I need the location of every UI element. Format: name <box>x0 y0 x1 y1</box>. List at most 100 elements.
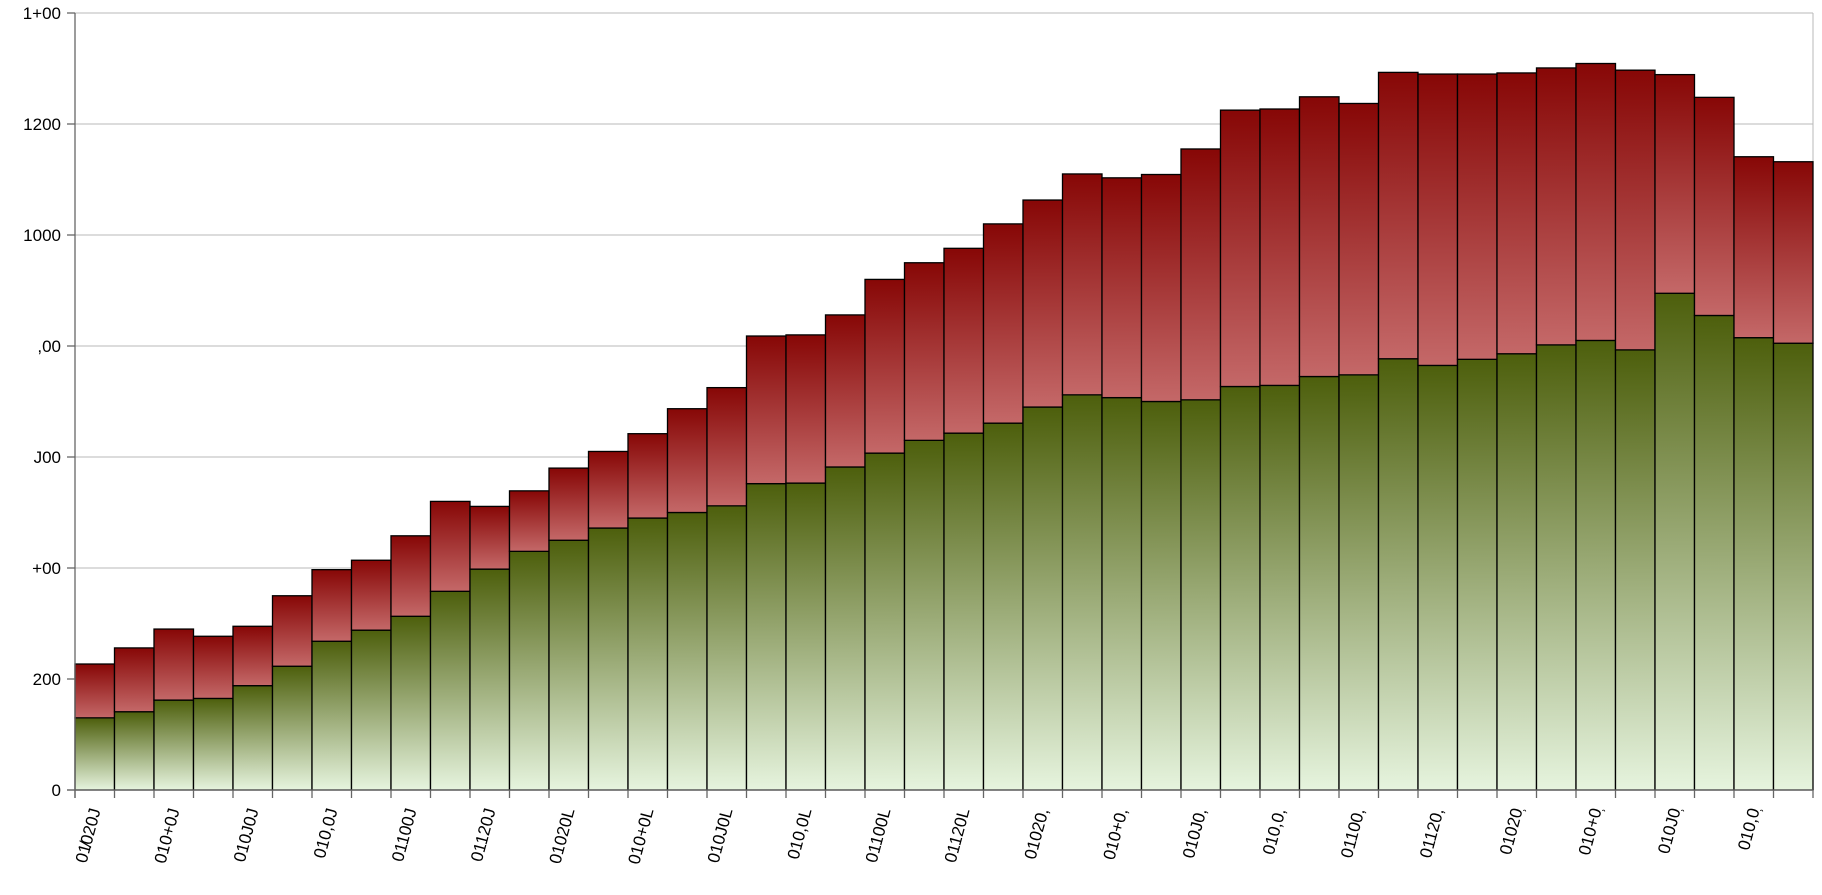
bar-segment-lower <box>1140 400 1182 791</box>
bar-segment-lower <box>1180 399 1222 791</box>
bar-segment-lower <box>74 717 116 791</box>
bar-segment-lower <box>627 517 669 791</box>
bar-segment-upper <box>1496 72 1538 355</box>
bar-segment-lower <box>1338 374 1380 791</box>
bar-segment-upper <box>469 505 511 570</box>
y-tick-label: +00 <box>32 559 61 578</box>
bar-segment-lower <box>1417 364 1459 791</box>
bar-segment-lower <box>864 452 906 791</box>
x-tick-label: 010,0J <box>310 806 342 860</box>
bar-segment-lower <box>1219 385 1261 791</box>
bar-segment-upper <box>74 663 116 719</box>
bar-segment-lower <box>350 629 392 791</box>
bar-segment-lower <box>1575 339 1617 791</box>
bar-segment-lower <box>903 439 945 791</box>
bar-segment-lower <box>1259 384 1301 791</box>
bar-segment-lower <box>271 665 313 791</box>
bar-segment-lower <box>469 568 511 791</box>
bar-segment-lower <box>587 527 629 791</box>
bar-segment-upper <box>627 433 669 519</box>
bar-segment-lower <box>429 590 471 791</box>
bars <box>74 62 1814 791</box>
bar-segment-upper <box>1456 73 1498 360</box>
bar-segment-lower <box>390 615 432 791</box>
x-tick-label: 01120, <box>1416 806 1447 860</box>
y-tick-label: J00 <box>34 448 61 467</box>
bar-segment-upper <box>1654 73 1696 294</box>
bar-segment-upper <box>1575 62 1617 342</box>
bar-segment-lower <box>1456 358 1498 791</box>
bar-segment-upper <box>271 595 313 667</box>
bar-segment-lower <box>1022 406 1064 791</box>
bar-segment-upper <box>1338 102 1380 376</box>
y-tick-label: 200 <box>33 670 61 689</box>
bar-segment-upper <box>943 247 985 434</box>
bar-segment-upper <box>153 628 195 701</box>
bar-segment-upper <box>311 569 353 642</box>
bar-segment-lower <box>1377 358 1419 791</box>
bar-segment-lower <box>706 505 748 791</box>
bar-segment-lower <box>1101 396 1143 791</box>
bar-segment-upper <box>1614 69 1656 351</box>
bar-segment-upper <box>1417 73 1459 367</box>
y-tick-label: 0 <box>52 781 61 800</box>
bar-segment-upper <box>1772 161 1814 344</box>
bar-segment-upper <box>508 490 550 553</box>
bar-segment-upper <box>429 500 471 592</box>
x-tick-label: 01120L <box>941 806 974 864</box>
bar-segment-lower <box>785 482 827 791</box>
bar-segment-upper <box>745 335 787 485</box>
bar-segment-upper <box>1733 156 1775 339</box>
y-tick-label: 1000 <box>23 226 61 245</box>
bar-segment-upper <box>1535 67 1577 346</box>
axes <box>67 12 1814 798</box>
y-tick-label: 1+00 <box>23 4 61 23</box>
bar-segment-lower <box>982 422 1024 791</box>
x-tick-label: 010J0J <box>230 806 263 864</box>
y-tick-label: ,00 <box>37 337 61 356</box>
bar-segment-lower <box>1733 337 1775 791</box>
x-tick-label: 01020̹ <box>1496 805 1527 857</box>
bar-segment-lower <box>153 699 195 791</box>
bar-segment-upper <box>1061 173 1103 396</box>
x-tick-label: 010,0, <box>1259 806 1290 857</box>
bar-segment-upper <box>350 559 392 631</box>
bar-segment-upper <box>785 334 827 484</box>
bar-segment-upper <box>666 408 708 514</box>
bar-segment-lower <box>311 640 353 791</box>
x-tick-label: 010J0̹ <box>1654 805 1685 856</box>
bar-segment-lower <box>1772 342 1814 791</box>
bar-segment-upper <box>1377 71 1419 360</box>
bar-segment-lower <box>1614 349 1656 791</box>
bar-segment-upper <box>864 278 906 454</box>
bar-segment-lower <box>745 482 787 791</box>
bar-segment-upper <box>824 314 866 468</box>
bar-segment-lower <box>192 697 234 791</box>
x-tick-label: 01100, <box>1337 806 1368 860</box>
y-tick-label: 1200 <box>23 115 61 134</box>
bar-segment-lower <box>943 432 985 791</box>
x-tick-label: 010,0L <box>784 806 816 861</box>
bar-segment-lower <box>1654 292 1696 791</box>
bar-segment-lower <box>508 550 550 791</box>
bar-segment-upper <box>113 647 155 713</box>
x-tick-label: 010+0L <box>624 806 657 866</box>
bar-segment-upper <box>232 625 274 687</box>
bar-segment-upper <box>982 223 1024 424</box>
x-tick-label: 01̸020J <box>72 806 105 865</box>
bar-segment-upper <box>1298 96 1340 378</box>
x-tick-label: 010+0J <box>151 806 184 865</box>
bar-segment-lower <box>1496 353 1538 791</box>
bar-segment-upper <box>1259 108 1301 387</box>
bar-segment-upper <box>706 386 748 507</box>
bar-segment-lower <box>113 711 155 791</box>
bar-segment-upper <box>390 535 432 617</box>
bar-segment-upper <box>1219 109 1261 388</box>
y-tick-labels: 0 200 +00 J00 ,00 1000 1200 1+00 <box>23 4 61 800</box>
bar-segment-upper <box>1180 148 1222 401</box>
bar-segment-lower <box>232 685 274 791</box>
x-tick-label: 01020, <box>1021 806 1053 861</box>
bar-segment-upper <box>548 467 590 541</box>
